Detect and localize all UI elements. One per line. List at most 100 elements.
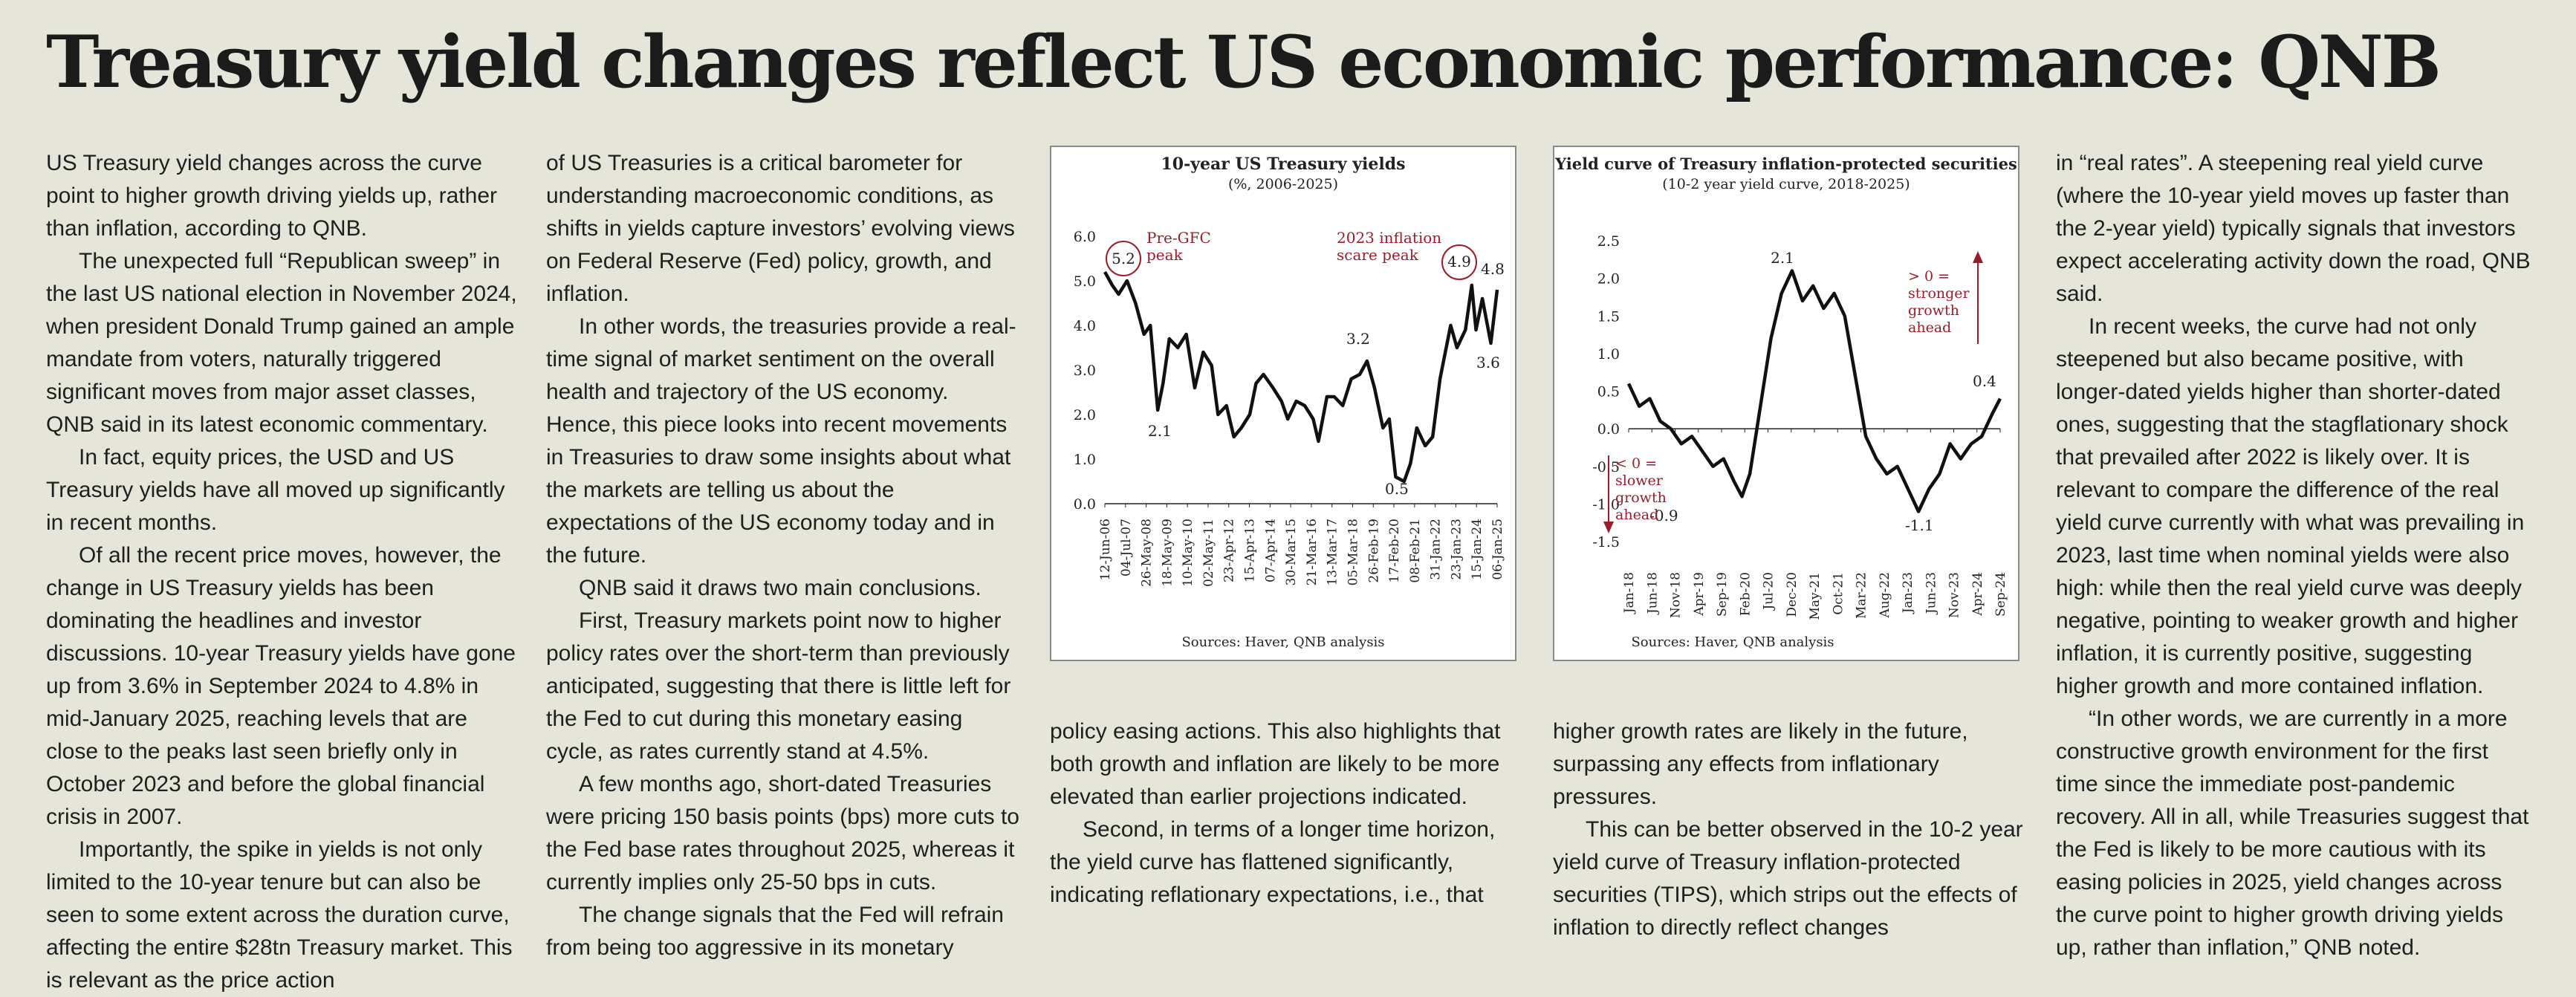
annotation-neg-0-9: -0.9	[1649, 507, 1678, 525]
newspaper-page: Treasury yield changes reflect US econom…	[46, 20, 2531, 993]
x-tick-label: Jun-23	[1924, 572, 1939, 615]
y-tick-label: -1.5	[1592, 534, 1620, 551]
x-tick-label: 15-Apr-13	[1243, 519, 1258, 582]
article-column-2: of US Treasuries is a critical barometer…	[546, 147, 1022, 964]
x-tick-label: Jun-18	[1645, 572, 1660, 615]
article-column-5: in “real rates”. A steepening real yield…	[2056, 147, 2531, 964]
down-arrow-icon	[1603, 522, 1614, 533]
annotation-growth-2: growth	[1615, 490, 1667, 506]
paragraph: First, Treasury markets point now to hig…	[546, 608, 1011, 764]
x-tick-label: Feb-20	[1738, 572, 1753, 616]
y-tick-label: 6.0	[1074, 229, 1096, 245]
paragraph: higher growth rates are likely in the fu…	[1553, 719, 1968, 809]
y-tick-label: 0.5	[1597, 384, 1620, 400]
y-tick-label: 0.0	[1074, 496, 1096, 513]
x-tick-label: Apr-24	[1970, 572, 1985, 617]
pre-gfc-peak-circle	[1106, 241, 1141, 276]
y-tick-label: 4.0	[1074, 318, 1096, 334]
y-tick-label: -1.0	[1592, 496, 1620, 513]
annotation-2023-inflation: 2023 inflation	[1337, 229, 1441, 247]
x-tick-label: 31-Jan-22	[1429, 519, 1444, 580]
annotation-growth: growth	[1908, 302, 1959, 319]
paragraph: Second, in terms of a longer time horizo…	[1050, 817, 1496, 907]
x-tick-label: 26-Feb-19	[1366, 519, 1381, 583]
annotation-3-2: 3.2	[1346, 330, 1370, 348]
y-tick-label: 2.5	[1597, 233, 1620, 250]
paragraph: QNB said it draws two main conclusions.	[579, 576, 982, 600]
chart-source: Sources: Haver, QNB analysis	[1181, 634, 1384, 650]
annotation-0-4: 0.4	[1973, 372, 1996, 390]
y-tick-label: 2.0	[1074, 407, 1096, 423]
chart-10yr-treasury-yields: 10-year US Treasury yields (%, 2006-2025…	[1050, 146, 1516, 661]
article-column-4: higher growth rates are likely in the fu…	[1553, 715, 2028, 944]
annotation-2-1: 2.1	[1148, 422, 1172, 440]
annotation-pre-gfc: Pre-GFC	[1146, 229, 1211, 247]
annotation-above-zero: > 0 =	[1908, 268, 1950, 285]
x-tick-label: Sep-19	[1715, 572, 1730, 617]
paragraph: This can be better observed in the 10-2 …	[1553, 817, 2023, 940]
article-column-3: policy easing actions. This also highlig…	[1050, 715, 1525, 912]
headline: Treasury yield changes reflect US econom…	[46, 20, 2442, 104]
y-tick-label: 0.0	[1597, 421, 1620, 438]
chart-subtitle: (10-2 year yield curve, 2018-2025)	[1662, 176, 1910, 192]
y-tick-label: 1.5	[1597, 308, 1620, 325]
x-tick-label: Apr-19	[1692, 572, 1707, 617]
chart-subtitle: (%, 2006-2025)	[1228, 176, 1338, 192]
x-tick-label: 02-May-11	[1201, 519, 1216, 587]
annotation-ahead-2: ahead	[1615, 507, 1658, 523]
paragraph: The change signals that the Fed will ref…	[546, 903, 1004, 960]
annotation-scare-peak: scare peak	[1337, 246, 1419, 264]
x-tick-label: 23-Apr-12	[1222, 519, 1237, 582]
annotation-2-1: 2.1	[1771, 249, 1794, 267]
paragraph: policy easing actions. This also highlig…	[1050, 719, 1501, 809]
annotation-5-2: 5.2	[1112, 250, 1135, 267]
x-tick-label: Mar-22	[1855, 572, 1869, 619]
x-tick-label: 10-May-10	[1181, 519, 1195, 587]
annotation-ahead: ahead	[1908, 319, 1951, 336]
x-tick-label: 08-Feb-21	[1408, 519, 1423, 583]
paragraph: US Treasury yield changes across the cur…	[46, 151, 498, 241]
annotation-peak: peak	[1146, 246, 1184, 264]
annotation-4-8: 4.8	[1481, 260, 1505, 278]
x-tick-label: Aug-22	[1878, 572, 1892, 618]
x-tick-label: 13-Mar-17	[1326, 519, 1340, 585]
paragraph: In other words, the treasuries provide a…	[546, 314, 1016, 568]
x-tick-label: Jul-20	[1762, 572, 1777, 611]
x-tick-label: 15-Jan-24	[1470, 519, 1485, 580]
paragraph: of US Treasuries is a critical barometer…	[546, 151, 1015, 306]
x-tick-label: Jan-23	[1901, 572, 1915, 614]
x-tick-label: Sep-24	[1993, 572, 2008, 617]
y-tick-label: -0.5	[1592, 459, 1620, 475]
annotation-4-9: 4.9	[1447, 253, 1471, 270]
x-tick-label: Nov-23	[1947, 572, 1962, 618]
paragraph: In recent weeks, the curve had not only …	[2056, 314, 2525, 698]
annotation-neg-1-1: -1.1	[1905, 516, 1934, 534]
x-tick-label: Dec-20	[1785, 572, 1800, 617]
article-column-1: US Treasury yield changes across the cur…	[46, 147, 522, 997]
series-line	[1103, 270, 1499, 484]
annotation-slower: slower	[1615, 472, 1664, 489]
paragraph: The unexpected full “Republican sweep” i…	[46, 249, 517, 437]
x-tick-label: 07-Apr-14	[1263, 519, 1278, 582]
annotation-stronger: stronger	[1908, 285, 1970, 302]
x-tick-label: 17-Feb-20	[1387, 519, 1402, 583]
chart-tips-yield-curve: Yield curve of Treasury inflation-protec…	[1553, 146, 2019, 661]
x-tick-label: 05-Mar-18	[1346, 519, 1360, 585]
chart-source: Sources: Haver, QNB analysis	[1631, 634, 1834, 650]
paragraph: in “real rates”. A steepening real yield…	[2056, 151, 2531, 306]
chart-10yr-svg: 10-year US Treasury yields (%, 2006-2025…	[1074, 155, 1505, 650]
paragraph: Of all the recent price moves, however, …	[46, 543, 516, 829]
annotation-below-zero: < 0 =	[1615, 455, 1657, 472]
x-tick-label: 18-May-09	[1160, 519, 1175, 587]
paragraph: A few months ago, short-dated Treasuries…	[546, 772, 1019, 894]
x-tick-label: 30-Mar-15	[1284, 519, 1299, 585]
x-tick-label: 12-Jun-06	[1098, 519, 1113, 580]
y-tick-label: 2.0	[1597, 271, 1620, 288]
paragraph: In fact, equity prices, the USD and US T…	[46, 445, 505, 535]
x-tick-label: 26-May-08	[1140, 519, 1155, 587]
chart-tips-svg: Yield curve of Treasury inflation-protec…	[1554, 155, 2017, 650]
chart-title: 10-year US Treasury yields	[1161, 155, 1405, 174]
y-tick-label: 1.0	[1074, 452, 1096, 468]
y-tick-label: 5.0	[1074, 273, 1096, 290]
x-tick-label: Nov-18	[1669, 572, 1684, 618]
